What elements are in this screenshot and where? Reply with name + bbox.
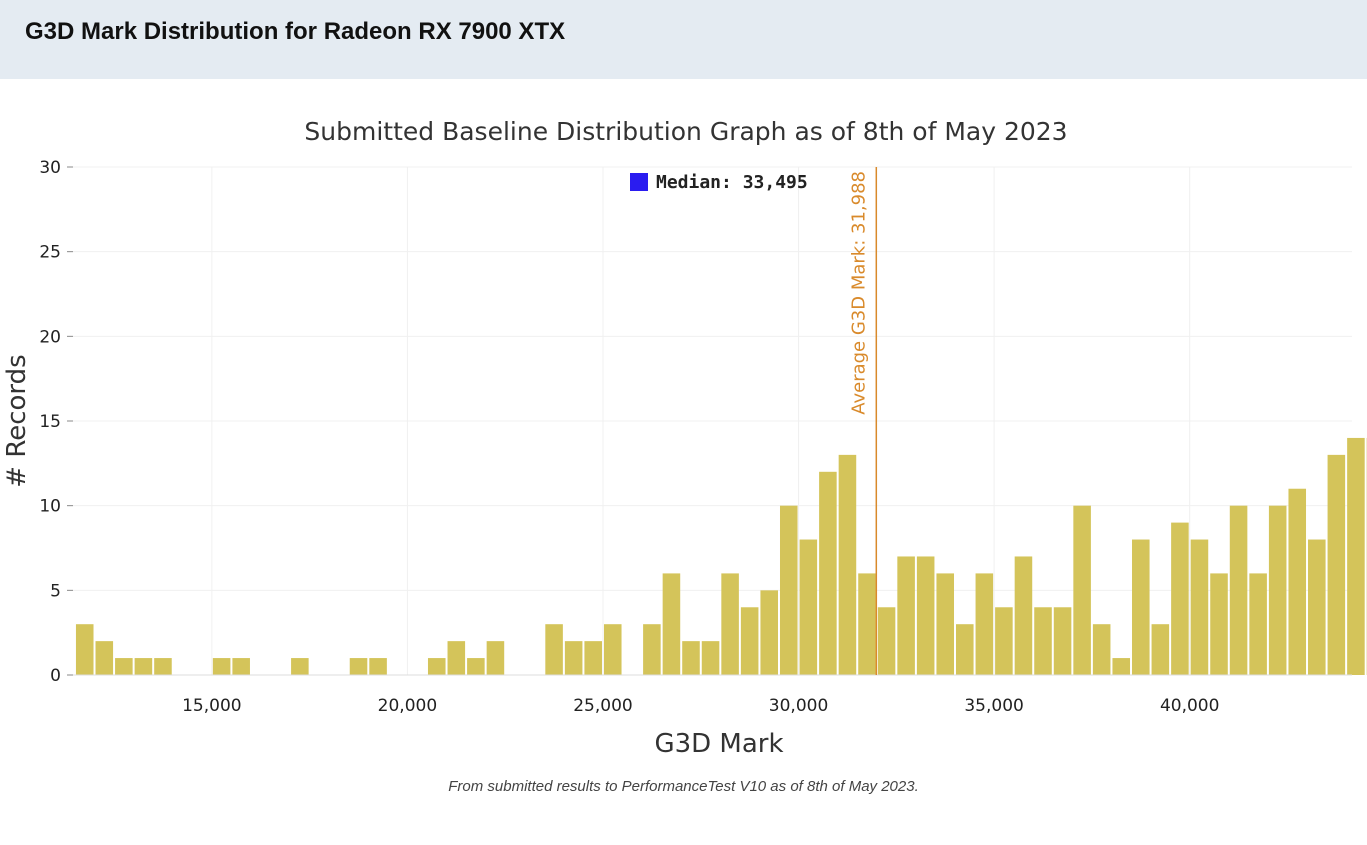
histogram-bar bbox=[1210, 573, 1228, 675]
grid-lines bbox=[73, 166, 1352, 676]
page-title: G3D Mark Distribution for Radeon RX 7900… bbox=[25, 18, 566, 45]
x-axis-title: G3D Mark bbox=[654, 729, 783, 759]
histogram-bar bbox=[467, 658, 485, 675]
histogram-bar bbox=[115, 658, 133, 675]
average-label: Average G3D Mark: 31,988 bbox=[848, 171, 869, 415]
x-tick-label: 20,000 bbox=[378, 696, 437, 716]
x-tick-label: 40,000 bbox=[1160, 696, 1219, 716]
histogram-bar bbox=[760, 590, 778, 675]
histogram-bar bbox=[1073, 505, 1091, 675]
histogram-bar bbox=[1092, 624, 1111, 675]
histogram-bar bbox=[975, 573, 994, 675]
histogram-bar bbox=[995, 607, 1013, 675]
median-legend-swatch bbox=[630, 173, 648, 191]
histogram-bar bbox=[486, 641, 505, 675]
histogram-bar bbox=[858, 573, 876, 675]
page-header: G3D Mark Distribution for Radeon RX 7900… bbox=[0, 0, 1367, 79]
y-tick-label: 0 bbox=[50, 666, 61, 686]
y-tick-label: 15 bbox=[39, 412, 61, 432]
histogram-bar bbox=[75, 624, 94, 675]
axes: 0 5 10 15 20 25 30 15,000 20,000 25,000 30,000 35,0… bbox=[39, 158, 1352, 716]
histogram-bar bbox=[1327, 454, 1346, 675]
histogram-bar bbox=[1132, 539, 1150, 675]
histogram-bar bbox=[799, 539, 818, 675]
histogram-bar bbox=[662, 573, 681, 675]
histogram-bar bbox=[1268, 505, 1287, 675]
histogram-bar bbox=[584, 641, 602, 675]
y-tick-label: 20 bbox=[39, 327, 61, 347]
x-tick-label: 15,000 bbox=[182, 696, 241, 716]
median-legend: Median: 33,495 bbox=[630, 172, 808, 193]
x-tick-label: 35,000 bbox=[964, 696, 1023, 716]
histogram-bar bbox=[1308, 539, 1326, 675]
histogram-bar bbox=[916, 556, 935, 675]
y-tick-label: 5 bbox=[50, 581, 61, 601]
histogram-bar bbox=[819, 471, 837, 675]
y-axis-title: # Records bbox=[2, 354, 32, 487]
histogram-bar bbox=[369, 658, 387, 675]
histogram-bar bbox=[603, 624, 622, 675]
histogram-bar bbox=[291, 658, 309, 675]
histogram-bar bbox=[1171, 522, 1189, 675]
distribution-chart: Submitted Baseline Distribution Graph as… bbox=[2, 117, 1367, 759]
histogram-bar bbox=[564, 641, 583, 675]
histogram-bar bbox=[349, 658, 368, 675]
histogram-bar bbox=[427, 658, 446, 675]
histogram-bar bbox=[134, 658, 153, 675]
histogram-bar bbox=[212, 658, 231, 675]
histogram-bar bbox=[838, 454, 857, 675]
y-tick-label: 25 bbox=[39, 243, 61, 263]
histogram-bar bbox=[1190, 539, 1209, 675]
histogram-bar bbox=[545, 624, 563, 675]
histogram-bar bbox=[936, 573, 955, 675]
histogram-bar bbox=[1112, 658, 1131, 675]
histogram-bar bbox=[740, 607, 759, 675]
histogram-bar bbox=[232, 658, 250, 675]
median-legend-label: Median: 33,495 bbox=[656, 172, 808, 193]
histogram-bar bbox=[1034, 607, 1052, 675]
x-tick-label: 30,000 bbox=[769, 696, 828, 716]
histogram-bar bbox=[447, 641, 466, 675]
histogram-bar bbox=[1053, 607, 1072, 675]
histogram-bar bbox=[682, 641, 700, 675]
histogram-bar bbox=[643, 624, 661, 675]
histogram-bar bbox=[721, 573, 739, 675]
footnote: From submitted results to PerformanceTes… bbox=[448, 778, 919, 795]
histogram-bar bbox=[95, 641, 114, 675]
histogram-bar bbox=[1347, 437, 1365, 675]
y-tick-label: 10 bbox=[39, 497, 61, 517]
histogram-bar bbox=[1014, 556, 1033, 675]
chart-title: Submitted Baseline Distribution Graph as… bbox=[304, 117, 1067, 146]
histogram-bar bbox=[779, 505, 798, 675]
bars-group bbox=[75, 437, 1367, 675]
histogram-bar bbox=[1229, 505, 1248, 675]
histogram-bar bbox=[701, 641, 720, 675]
histogram-bar bbox=[1151, 624, 1170, 675]
average-marker: Average G3D Mark: 31,988 bbox=[848, 167, 878, 675]
histogram-bar bbox=[154, 658, 172, 675]
histogram-bar bbox=[1249, 573, 1267, 675]
histogram-bar bbox=[1288, 488, 1307, 675]
histogram-bar bbox=[897, 556, 915, 675]
histogram-bar bbox=[956, 624, 974, 675]
histogram-bar bbox=[877, 607, 896, 675]
x-tick-label: 25,000 bbox=[573, 696, 632, 716]
y-tick-label: 30 bbox=[39, 158, 61, 178]
